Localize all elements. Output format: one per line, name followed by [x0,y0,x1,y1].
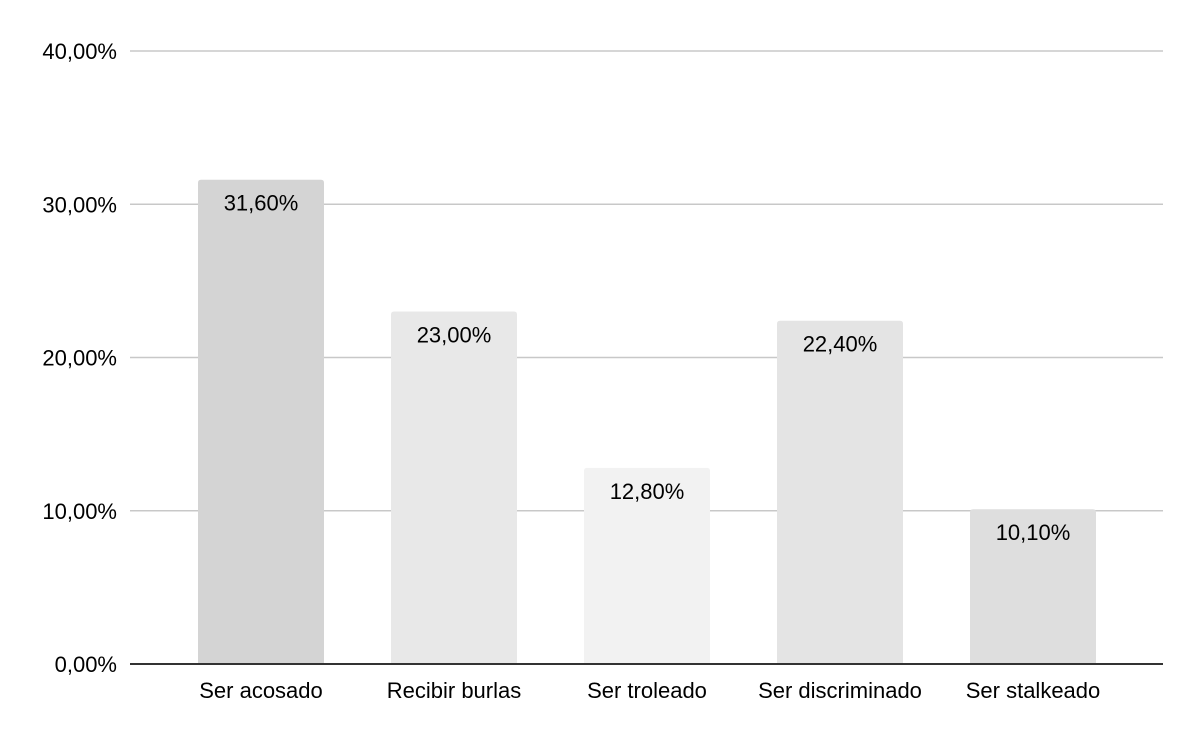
data-label: 31,60% [224,191,299,216]
bars [198,179,1096,665]
bar [391,311,517,664]
y-axis-tick-labels: 0,00% 10,00% 20,00% 30,00% 40,00% [42,39,117,677]
x-category-label: Recibir burlas [387,678,522,703]
x-category-label: Ser discriminado [758,678,922,703]
bar [777,320,903,664]
data-label: 12,80% [610,479,685,504]
y-tick-label: 30,00% [42,192,117,217]
x-category-label: Ser acosado [199,678,323,703]
x-category-label: Ser stalkeado [966,678,1101,703]
y-tick-label: 0,00% [55,652,117,677]
y-tick-label: 20,00% [42,346,117,371]
y-tick-label: 40,00% [42,39,117,64]
y-tick-label: 10,00% [42,499,117,524]
bar [970,509,1096,664]
bar [584,467,710,664]
data-labels: 31,60% 23,00% 12,80% 22,40% 10,10% [224,191,1071,545]
bar [198,179,324,665]
x-axis-category-labels: Ser acosado Recibir burlas Ser troleado Ser… [199,678,1100,703]
data-label: 10,10% [996,520,1071,545]
x-category-label: Ser troleado [587,678,707,703]
data-label: 23,00% [417,323,492,348]
data-label: 22,40% [803,332,878,357]
